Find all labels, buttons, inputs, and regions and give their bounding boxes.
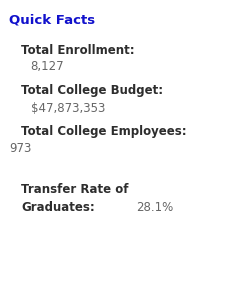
Text: Total Enrollment:: Total Enrollment: <box>21 44 135 56</box>
Text: Total College Employees:: Total College Employees: <box>21 125 187 138</box>
Text: Quick Facts: Quick Facts <box>9 14 96 26</box>
Text: Transfer Rate of: Transfer Rate of <box>21 183 129 196</box>
Text: Graduates:: Graduates: <box>21 201 95 214</box>
Text: $47,873,353: $47,873,353 <box>31 102 105 115</box>
Text: 28.1%: 28.1% <box>136 201 173 214</box>
Text: 973: 973 <box>9 142 32 155</box>
Text: 8,127: 8,127 <box>31 60 64 73</box>
Text: Total College Budget:: Total College Budget: <box>21 84 163 97</box>
